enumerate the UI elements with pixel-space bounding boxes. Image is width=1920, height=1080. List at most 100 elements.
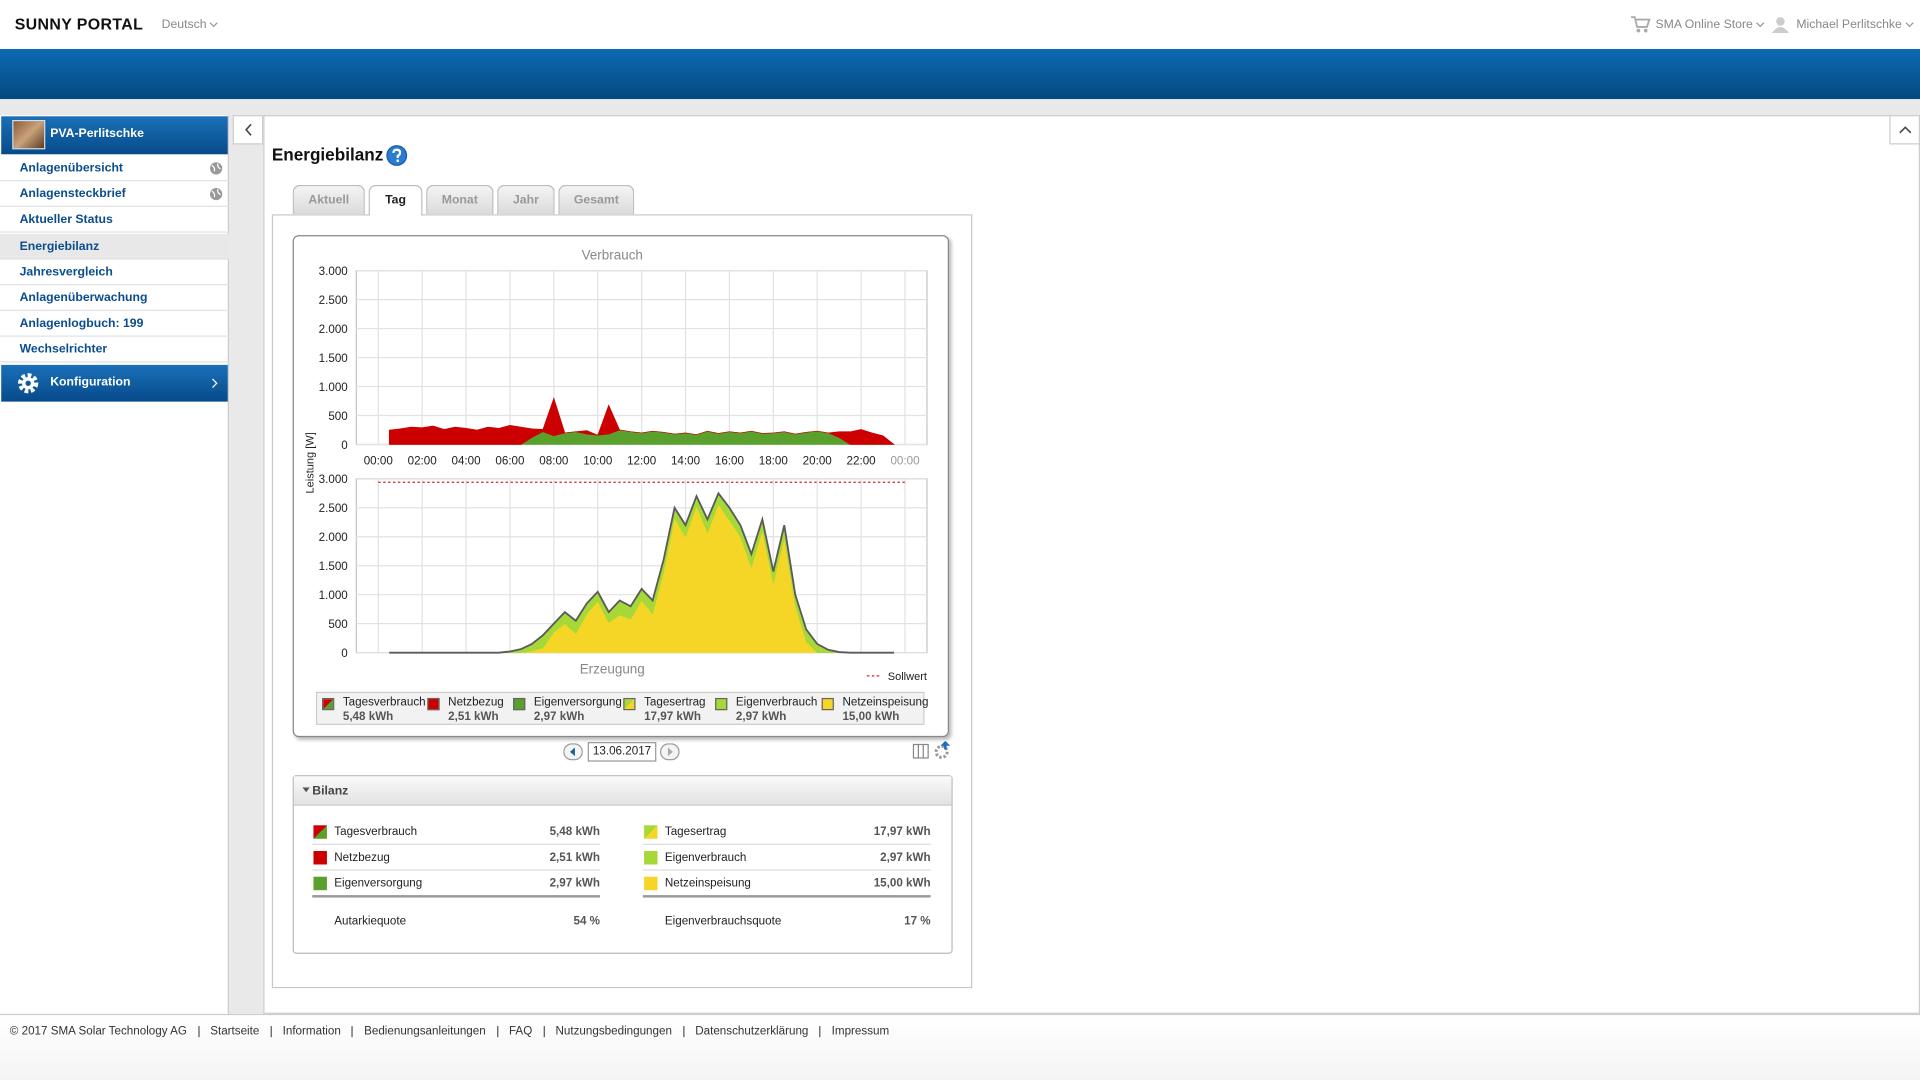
ratio-value: 54 %: [573, 909, 600, 935]
y-tick-label: 2.500: [319, 294, 349, 307]
legend-swatch: [715, 698, 727, 710]
bilanz-row: Tagesverbrauch5,48 kWh: [312, 819, 600, 845]
bilanz-value: 17,97 kWh: [874, 819, 931, 845]
legend-label: Tagesverbrauch: [343, 696, 426, 709]
store-link[interactable]: SMA Online Store: [1656, 18, 1765, 31]
legend-swatch: [513, 698, 525, 710]
user-icon: [1772, 16, 1789, 33]
reference-legend-label: Sollwert: [888, 671, 927, 683]
scroll-top-button[interactable]: [1889, 115, 1920, 144]
footer-link[interactable]: Startseite: [198, 1026, 270, 1037]
bilanz-ratio: Autarkiequote54 %: [312, 909, 600, 935]
y-axis-label: Leistung [W]: [304, 432, 316, 493]
y-tick-label: 500: [328, 410, 348, 423]
y-tick-label: 2.500: [319, 502, 349, 515]
plant-name: PVA-Perlitschke: [50, 127, 144, 140]
user-menu[interactable]: Michael Perlitschke: [1796, 18, 1913, 31]
legend-total: 2,97 kWh: [534, 710, 584, 723]
tab[interactable]: Jahr: [497, 185, 555, 214]
language-select[interactable]: Deutsch: [162, 18, 219, 31]
menu-item[interactable]: Anlagenüberwachung: [0, 285, 229, 311]
legend-swatch: [822, 698, 834, 710]
table-icon[interactable]: [912, 742, 929, 759]
bilanz-row: Netzbezug 2,51 kWh: [312, 845, 600, 871]
footer-link[interactable]: Bedienungsanleitungen: [352, 1026, 497, 1037]
chevron: [245, 124, 252, 136]
footer-link[interactable]: Nutzungsbedingungen: [543, 1026, 683, 1037]
menu-item[interactable]: Aktueller Status: [0, 207, 229, 233]
bilanz-label: Netzbezug: [334, 845, 390, 871]
menu-item[interactable]: Anlagensteckbrief: [0, 181, 229, 207]
menu: AnlagenübersichtAnlagensteckbriefAktuell…: [0, 156, 229, 364]
footer-link[interactable]: Datenschutzerklärung: [683, 1026, 819, 1037]
footer-link[interactable]: Information: [270, 1026, 351, 1037]
collapse-button[interactable]: [233, 115, 264, 144]
bilanz-swatch: [313, 825, 326, 838]
plant-header[interactable]: PVA-Perlitschke: [1, 116, 228, 154]
y-tick-label: 2.000: [319, 531, 349, 544]
x-tick-label: 08:00: [539, 455, 569, 468]
y-tick-label: 1.500: [319, 352, 349, 365]
chevron: [212, 378, 218, 388]
y-tick-label: 1.000: [319, 589, 349, 602]
chevron: [1756, 22, 1765, 28]
next-day-button[interactable]: [660, 743, 680, 760]
bilanz-label: Eigenverbrauch: [665, 845, 746, 871]
bilanz-swatch: [313, 851, 326, 864]
footer-link[interactable]: FAQ: [497, 1026, 544, 1037]
menu-item[interactable]: Anlagenübersicht: [0, 156, 229, 182]
bilanz-label: Eigenversorgung: [334, 871, 422, 897]
x-tick-label: 00:00: [364, 455, 394, 468]
bilanz-header[interactable]: Bilanz: [294, 776, 952, 805]
tab[interactable]: Tag: [369, 185, 423, 216]
y-tick-label: 1.500: [319, 560, 349, 573]
config-menu[interactable]: Konfiguration: [1, 365, 228, 402]
bilanz-label: Tagesertrag: [665, 819, 726, 845]
date-input[interactable]: 13.06.2017: [588, 742, 657, 762]
chart-title: Verbrauch: [582, 248, 643, 263]
page-title: Energiebilanz: [272, 144, 383, 164]
x-tick-label: 02:00: [408, 455, 438, 468]
language: Deutsch: [162, 18, 207, 31]
x-tick-label: 00:00: [890, 455, 920, 468]
globe-icon: [209, 162, 222, 175]
y-tick-label: 3.000: [319, 265, 349, 278]
logo[interactable]: SUNNY PORTAL: [15, 15, 144, 33]
y-tick-label: 1.000: [319, 381, 349, 394]
legend-label: Netzeinspeisung: [842, 696, 928, 709]
bilanz-row: Tagesertrag 17,97 kWh: [643, 819, 931, 845]
bilanz-title: Bilanz: [312, 785, 348, 798]
y-tick-label: 2.000: [319, 323, 349, 336]
bilanz-swatch: [644, 851, 657, 864]
legend-label: Tagesertrag: [644, 696, 705, 709]
footer: © 2017 SMA Solar Technology AGStartseite…: [10, 1025, 900, 1038]
x-tick-label: 12:00: [627, 455, 657, 468]
bilanz-value: 2,51 kWh: [550, 845, 600, 871]
legend-total: 5,48 kWh: [343, 710, 393, 723]
menu-item[interactable]: Anlagenlogbuch: 199: [0, 311, 229, 337]
chart-title: Erzeugung: [580, 661, 645, 676]
footer-bar: [0, 1014, 1920, 1080]
menu-item[interactable]: Jahresvergleich: [0, 259, 229, 285]
bilanz-row: Eigenversorgung2,97 kWh: [312, 871, 600, 898]
legend-label: Eigenversorgung: [534, 696, 622, 709]
x-tick-label: 14:00: [671, 455, 701, 468]
y-tick-label: 3.000: [319, 473, 349, 486]
bilanz-label: Tagesverbrauch: [334, 819, 417, 845]
footer-link[interactable]: Impressum: [819, 1026, 900, 1037]
tab[interactable]: Gesamt: [558, 185, 634, 214]
menu-item[interactable]: Wechselrichter: [0, 337, 229, 363]
bilanz-swatch: [313, 877, 326, 890]
chevron: [1905, 22, 1914, 28]
legend-swatch: [322, 698, 334, 710]
gear-icon: [16, 371, 40, 395]
prev-day-button[interactable]: [563, 743, 583, 760]
x-tick-label: 20:00: [803, 455, 833, 468]
tab[interactable]: Aktuell: [293, 185, 365, 214]
help-icon[interactable]: [386, 144, 408, 166]
legend-total: 2,97 kWh: [736, 710, 786, 723]
settings-icon[interactable]: [933, 741, 953, 761]
menu-item[interactable]: Energiebilanz: [0, 233, 229, 259]
tab[interactable]: Monat: [426, 185, 493, 214]
